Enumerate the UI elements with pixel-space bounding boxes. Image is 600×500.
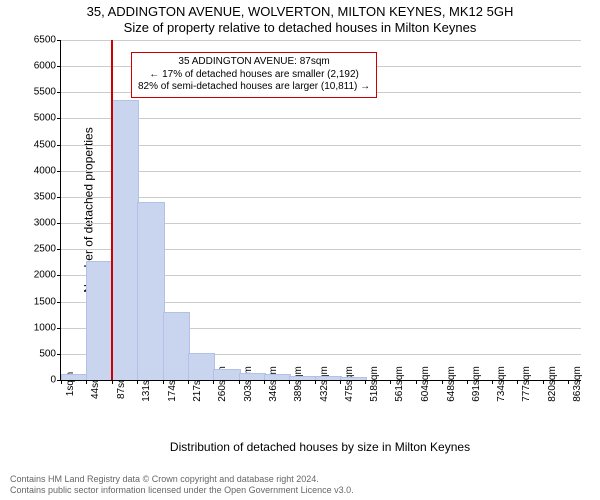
footer-line-2: Contains public sector information licen…: [10, 485, 354, 496]
ytick-mark: [57, 354, 61, 355]
ytick-label: 5000: [21, 113, 56, 124]
footer-line-1: Contains HM Land Registry data © Crown c…: [10, 474, 354, 485]
xtick-mark: [492, 380, 493, 384]
ytick-label: 4000: [21, 165, 56, 176]
xtick-label: 648sqm: [446, 366, 457, 402]
ytick-label: 3500: [21, 191, 56, 202]
ytick-mark: [57, 171, 61, 172]
title-line-2: Size of property relative to detached ho…: [0, 20, 600, 36]
chart-container: 35, ADDINGTON AVENUE, WOLVERTON, MILTON …: [0, 0, 600, 500]
xtick-label: 346sqm: [268, 366, 279, 402]
histogram-bar: [340, 377, 367, 380]
gridline-h: [61, 40, 581, 41]
xtick-label: 518sqm: [369, 366, 380, 402]
ytick-label: 6000: [21, 61, 56, 72]
ytick-label: 500: [21, 348, 56, 359]
histogram-bar: [163, 312, 190, 380]
ytick-label: 0: [21, 375, 56, 386]
xtick-label: 777sqm: [521, 366, 532, 402]
annotation-line-2: ← 17% of detached houses are smaller (2,…: [138, 69, 370, 82]
xtick-mark: [543, 380, 544, 384]
xtick-mark: [137, 380, 138, 384]
ytick-mark: [57, 92, 61, 93]
ytick-mark: [57, 223, 61, 224]
histogram-bar: [264, 374, 291, 380]
xtick-label: 734sqm: [496, 366, 507, 402]
property-marker-line: [111, 40, 113, 380]
xtick-mark: [315, 380, 316, 384]
histogram-bar: [239, 373, 266, 380]
histogram-bar: [86, 261, 113, 380]
ytick-label: 2000: [21, 270, 56, 281]
xtick-mark: [264, 380, 265, 384]
ytick-label: 2500: [21, 244, 56, 255]
ytick-label: 6500: [21, 35, 56, 46]
xtick-mark: [239, 380, 240, 384]
ytick-mark: [57, 145, 61, 146]
xtick-label: 820sqm: [547, 366, 558, 402]
xtick-label: 475sqm: [344, 366, 355, 402]
ytick-mark: [57, 40, 61, 41]
xtick-label: 863sqm: [572, 366, 583, 402]
xtick-label: 691sqm: [471, 366, 482, 402]
ytick-label: 4500: [21, 139, 56, 150]
xtick-mark: [340, 380, 341, 384]
title-line-1: 35, ADDINGTON AVENUE, WOLVERTON, MILTON …: [0, 0, 600, 20]
histogram-bar: [289, 376, 316, 380]
xtick-mark: [163, 380, 164, 384]
histogram-bar: [61, 374, 88, 380]
ytick-label: 1500: [21, 296, 56, 307]
xtick-mark: [86, 380, 87, 384]
xtick-mark: [390, 380, 391, 384]
ytick-label: 3000: [21, 218, 56, 229]
xtick-label: 561sqm: [394, 366, 405, 402]
xtick-mark: [61, 380, 62, 384]
annotation-line-3: 82% of semi-detached houses are larger (…: [138, 81, 370, 94]
ytick-mark: [57, 302, 61, 303]
footer-attribution: Contains HM Land Registry data © Crown c…: [10, 474, 354, 496]
histogram-bar: [137, 202, 164, 380]
annotation-line-1: 35 ADDINGTON AVENUE: 87sqm: [138, 56, 370, 69]
ytick-mark: [57, 197, 61, 198]
ytick-label: 1000: [21, 322, 56, 333]
histogram-bar: [213, 369, 240, 380]
ytick-mark: [57, 275, 61, 276]
ytick-mark: [57, 66, 61, 67]
plot-area: 0500100015002000250030003500400045005000…: [60, 40, 580, 410]
xtick-label: 389sqm: [293, 366, 304, 402]
ytick-mark: [57, 328, 61, 329]
xtick-mark: [289, 380, 290, 384]
xtick-mark: [416, 380, 417, 384]
histogram-bar: [315, 376, 342, 380]
xtick-label: 432sqm: [319, 366, 330, 402]
annotation-box: 35 ADDINGTON AVENUE: 87sqm← 17% of detac…: [131, 52, 377, 98]
xtick-label: 303sqm: [243, 366, 254, 402]
xtick-mark: [188, 380, 189, 384]
xtick-mark: [442, 380, 443, 384]
xtick-mark: [112, 380, 113, 384]
xtick-mark: [467, 380, 468, 384]
xtick-mark: [517, 380, 518, 384]
xtick-mark: [213, 380, 214, 384]
xtick-label: 604sqm: [420, 366, 431, 402]
histogram-bar: [188, 353, 215, 380]
xtick-mark: [568, 380, 569, 384]
xtick-mark: [365, 380, 366, 384]
x-axis-label: Distribution of detached houses by size …: [60, 440, 580, 454]
histogram-bar: [112, 100, 140, 380]
ytick-mark: [57, 249, 61, 250]
ytick-label: 5500: [21, 87, 56, 98]
ytick-mark: [57, 118, 61, 119]
